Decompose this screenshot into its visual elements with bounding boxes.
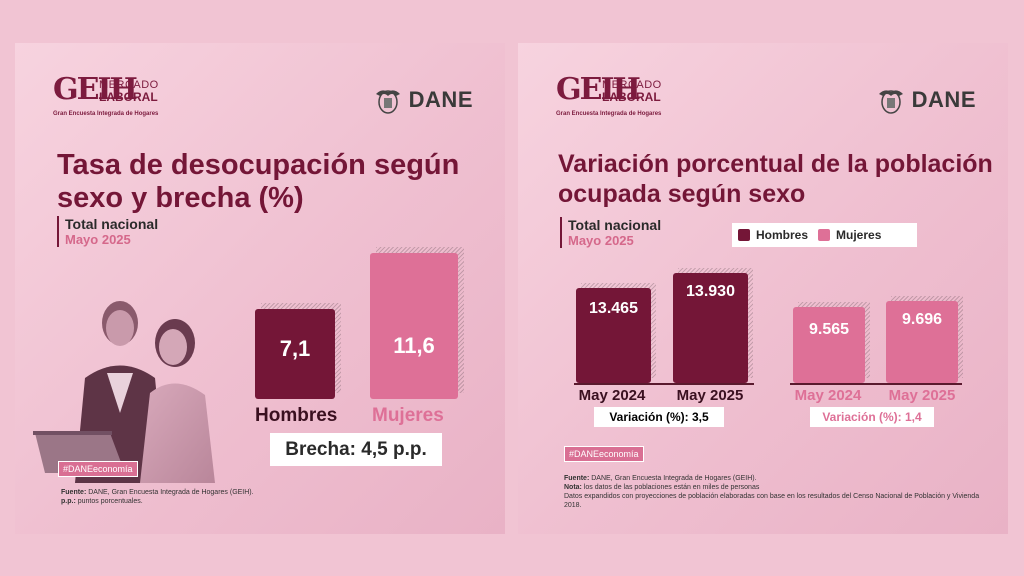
bar-mujeres-value: 11,6 bbox=[370, 253, 458, 399]
legend-label-mujeres: Mujeres bbox=[836, 228, 882, 242]
dane-wordmark: DANE bbox=[408, 87, 473, 112]
bar-mujeres: 11,6 bbox=[370, 247, 464, 399]
dane-logo: DANE bbox=[372, 83, 473, 117]
source-text: DANE, Gran Encuesta Integrada de Hogares… bbox=[86, 489, 254, 496]
bar-hombres-2024: 13.465 bbox=[576, 283, 656, 383]
geih-logo: GEIH MERCADO LABORAL Gran Encuesta Integ… bbox=[556, 73, 666, 121]
note-text-2: Datos expandidos con proyecciones de pob… bbox=[564, 493, 980, 509]
hashtag-badge: #DANEeconomía bbox=[58, 461, 138, 477]
period-label: Mayo 2025 bbox=[568, 233, 634, 248]
source-label: Fuente: bbox=[564, 475, 590, 482]
category-mujeres: Mujeres bbox=[372, 405, 444, 426]
gap-label: Brecha: 4,5 p.p. bbox=[270, 433, 442, 466]
bar-hombres-value: 7,1 bbox=[255, 309, 335, 399]
variation-mujeres: Variación (%): 1,4 bbox=[810, 407, 934, 427]
legend-label-hombres: Hombres bbox=[756, 228, 809, 242]
period-label: Mayo 2025 bbox=[65, 232, 131, 247]
business-people-photo bbox=[33, 301, 215, 483]
geih-logo: GEIH MERCADO LABORAL Gran Encuesta Integ… bbox=[53, 73, 163, 121]
category-hombres: Hombres bbox=[255, 405, 338, 426]
unemployment-panel: GEIH MERCADO LABORAL Gran Encuesta Integ… bbox=[15, 43, 505, 534]
source-footnote: Fuente: DANE, Gran Encuesta Integrada de… bbox=[564, 474, 984, 510]
category-mujeres-2025: May 2025 bbox=[888, 387, 956, 404]
bar-hombres: 7,1 bbox=[255, 303, 341, 399]
scope-block: Total nacional Mayo 2025 bbox=[57, 216, 158, 247]
geih-subtitle: Gran Encuesta Integrada de Hogares bbox=[53, 111, 159, 117]
legend-mujeres: Mujeres bbox=[818, 228, 881, 242]
source-label: Fuente: bbox=[61, 489, 87, 496]
geih-subtitle: Gran Encuesta Integrada de Hogares bbox=[556, 111, 662, 117]
employment-panel: GEIH MERCADO LABORAL Gran Encuesta Integ… bbox=[518, 43, 1008, 534]
geih-mercado: MERCADO bbox=[99, 79, 159, 91]
legend-hombres: Hombres bbox=[738, 228, 808, 242]
category-hombres-2024: May 2024 bbox=[578, 387, 646, 404]
dane-wordmark: DANE bbox=[911, 87, 976, 112]
page-title: Variación porcentual de la población ocu… bbox=[558, 150, 993, 208]
scope-label: Total nacional bbox=[568, 217, 662, 233]
note-label: Nota: bbox=[564, 484, 582, 491]
dane-logo: DANE bbox=[875, 83, 976, 117]
axis-mujeres bbox=[790, 383, 962, 385]
legend-swatch-mujeres bbox=[818, 229, 831, 241]
geih-word: GEIH bbox=[53, 72, 138, 107]
category-hombres-2025: May 2025 bbox=[676, 387, 744, 404]
colombia-seal-icon bbox=[375, 90, 400, 114]
chart-legend: Hombres Mujeres bbox=[732, 223, 917, 247]
bar-mujeres-2024: 9.565 bbox=[793, 302, 870, 383]
category-mujeres-2024: May 2024 bbox=[794, 387, 862, 404]
bar-value: 9.565 bbox=[793, 307, 865, 383]
page-title: Tasa de desocupación según sexo y brecha… bbox=[57, 149, 460, 214]
source-text: DANE, Gran Encuesta Integrada de Hogares… bbox=[589, 475, 757, 482]
bar-value: 13.465 bbox=[576, 288, 651, 383]
legend-swatch-hombres bbox=[738, 229, 750, 241]
source-footnote: Fuente: DANE, Gran Encuesta Integrada de… bbox=[61, 488, 481, 506]
bar-value: 13.930 bbox=[673, 273, 748, 383]
scope-label: Total nacional bbox=[65, 216, 159, 232]
geih-laboral: LABORAL bbox=[602, 90, 661, 104]
hashtag-badge: #DANEeconomía bbox=[564, 446, 644, 462]
geih-mercado: MERCADO bbox=[602, 79, 662, 91]
scope-block: Total nacional Mayo 2025 bbox=[560, 217, 661, 248]
bar-mujeres-2025: 9.696 bbox=[886, 296, 963, 383]
pp-text: puntos porcentuales. bbox=[75, 498, 143, 505]
variation-hombres: Variación (%): 3,5 bbox=[594, 407, 724, 427]
note-text: los datos de las poblaciones están en mi… bbox=[581, 484, 760, 491]
bar-hombres-2025: 13.930 bbox=[673, 268, 753, 383]
geih-laboral: LABORAL bbox=[99, 90, 158, 104]
bar-value: 9.696 bbox=[886, 301, 958, 383]
axis-hombres bbox=[574, 383, 754, 385]
geih-word: GEIH bbox=[556, 72, 641, 107]
colombia-seal-icon bbox=[878, 90, 903, 114]
pp-label: p.p.: bbox=[61, 498, 76, 505]
